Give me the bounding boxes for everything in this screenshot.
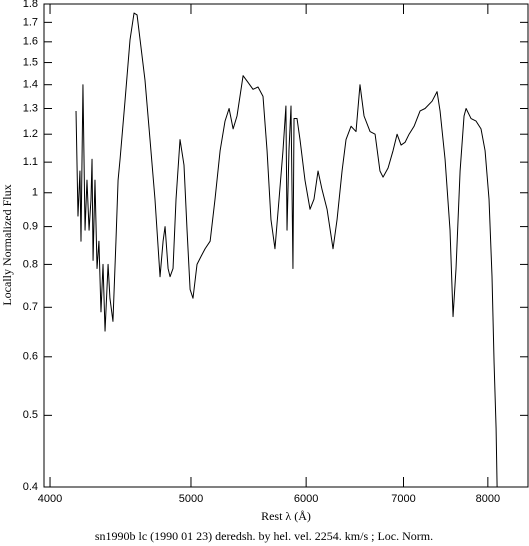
x-tick-label: 6000 [294,493,318,505]
y-tick-label: 0.5 [23,409,38,421]
y-tick-label: 1.1 [23,156,38,168]
y-tick-label: 1.4 [23,79,38,91]
y-axis-label: Locally Normalized Flux [0,184,14,305]
y-tick-label: 1.3 [23,102,38,114]
y-tick-label: 0.4 [23,481,38,493]
x-tick-label: 7000 [391,493,415,505]
plot-frame [43,3,529,488]
x-tick-label: 5000 [179,493,203,505]
x-tick-label: 4000 [38,493,62,505]
x-tick-label: 8000 [476,493,500,505]
y-tick-label: 1.2 [23,128,38,140]
y-tick-label: 0.8 [23,258,38,270]
y-tick-label: 1.7 [23,16,38,28]
y-tick-label: 0.6 [23,351,38,363]
y-tick-label: 1.6 [23,36,38,48]
y-tick-label: 1 [32,187,38,199]
y-tick-label: 0.7 [23,301,38,313]
caption: sn1990b lc (1990 01 23) deredsh. by hel.… [95,529,433,543]
y-tick-label: 0.9 [23,220,38,232]
y-tick-label: 1.8 [23,0,38,10]
y-tick-label: 1.5 [23,56,38,68]
spectrum-line [75,12,498,488]
x-axis-label: Rest λ (Å) [261,509,311,523]
